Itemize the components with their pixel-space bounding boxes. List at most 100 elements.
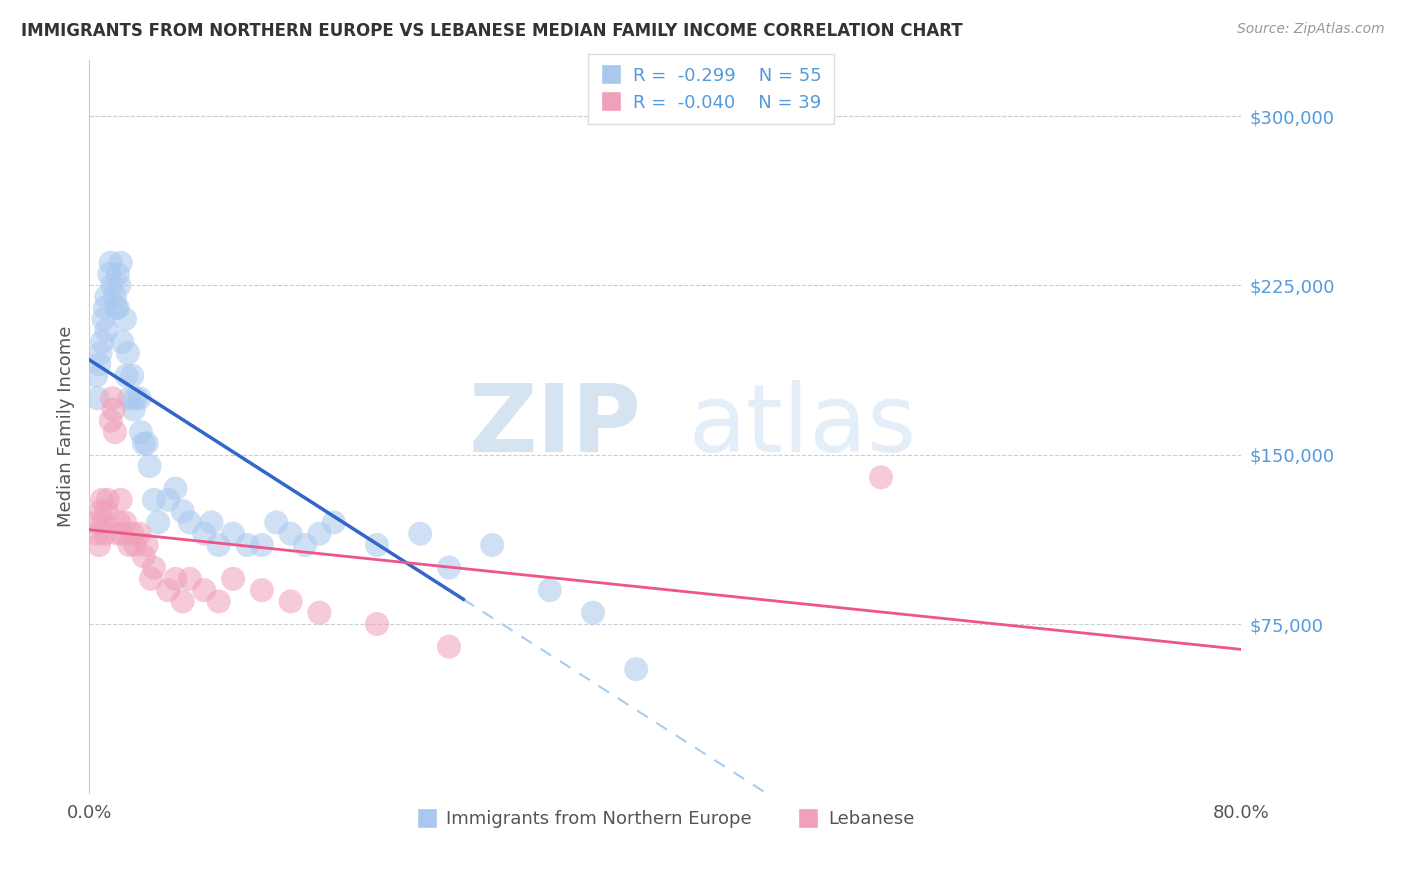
Point: [108, 278, 131, 293]
Point: [105, 301, 128, 315]
Point: [89, 538, 111, 552]
Point: [437, 560, 460, 574]
Point: [366, 617, 388, 632]
Point: [124, 391, 146, 405]
Point: [107, 267, 129, 281]
Point: [107, 526, 129, 541]
Point: [108, 516, 131, 530]
Point: [165, 482, 187, 496]
Point: [86, 526, 108, 541]
Point: [193, 526, 215, 541]
Point: [91, 334, 114, 349]
Point: [135, 538, 157, 552]
Point: [132, 549, 155, 564]
Point: [222, 572, 245, 586]
Point: [179, 572, 201, 586]
Point: [308, 526, 330, 541]
Point: [96, 324, 118, 338]
Point: [409, 526, 432, 541]
Y-axis label: Median Family Income: Median Family Income: [58, 326, 75, 527]
Text: ZIP: ZIP: [470, 381, 643, 473]
Point: [322, 516, 344, 530]
Point: [89, 358, 111, 372]
Point: [93, 312, 115, 326]
Point: [104, 425, 127, 439]
Point: [110, 492, 132, 507]
Point: [121, 368, 143, 383]
Point: [280, 526, 302, 541]
Point: [128, 391, 150, 405]
Point: [870, 470, 893, 484]
Point: [114, 516, 136, 530]
Point: [114, 312, 136, 326]
Point: [128, 526, 150, 541]
Point: [308, 606, 330, 620]
Point: [142, 492, 165, 507]
Point: [208, 538, 231, 552]
Text: atlas: atlas: [688, 381, 917, 473]
Point: [280, 594, 302, 608]
Point: [101, 391, 124, 405]
Point: [236, 538, 259, 552]
Point: [172, 504, 194, 518]
Point: [222, 526, 245, 541]
Point: [179, 516, 201, 530]
Point: [366, 538, 388, 552]
Point: [121, 526, 143, 541]
Point: [165, 572, 187, 586]
Point: [93, 516, 115, 530]
Point: [98, 267, 121, 281]
Point: [294, 538, 316, 552]
Point: [94, 526, 117, 541]
Point: [117, 346, 139, 360]
Point: [582, 606, 605, 620]
Point: [115, 368, 138, 383]
Point: [96, 504, 118, 518]
Point: [97, 492, 120, 507]
Point: [138, 458, 160, 473]
Point: [100, 256, 122, 270]
Point: [481, 538, 503, 552]
Point: [96, 290, 118, 304]
Point: [91, 492, 114, 507]
Text: Source: ZipAtlas.com: Source: ZipAtlas.com: [1237, 22, 1385, 37]
Text: IMMIGRANTS FROM NORTHERN EUROPE VS LEBANESE MEDIAN FAMILY INCOME CORRELATION CHA: IMMIGRANTS FROM NORTHERN EUROPE VS LEBAN…: [21, 22, 963, 40]
Point: [157, 492, 180, 507]
Point: [110, 256, 132, 270]
Point: [200, 516, 222, 530]
Point: [84, 368, 107, 383]
Point: [437, 640, 460, 654]
Point: [86, 391, 108, 405]
Point: [122, 402, 145, 417]
Point: [624, 662, 647, 676]
Point: [118, 391, 141, 405]
Point: [84, 516, 107, 530]
Point: [90, 504, 112, 518]
Legend: Immigrants from Northern Europe, Lebanese: Immigrants from Northern Europe, Lebanes…: [409, 803, 921, 836]
Point: [129, 425, 152, 439]
Point: [157, 583, 180, 598]
Point: [139, 572, 162, 586]
Point: [111, 334, 134, 349]
Point: [90, 346, 112, 360]
Point: [104, 290, 127, 304]
Point: [148, 516, 170, 530]
Point: [250, 538, 273, 552]
Point: [135, 436, 157, 450]
Point: [538, 583, 561, 598]
Point: [172, 594, 194, 608]
Point: [208, 594, 231, 608]
Point: [124, 538, 146, 552]
Point: [94, 301, 117, 315]
Point: [250, 583, 273, 598]
Point: [103, 402, 125, 417]
Point: [193, 583, 215, 598]
Point: [111, 526, 134, 541]
Point: [118, 538, 141, 552]
Point: [107, 301, 129, 315]
Point: [100, 414, 122, 428]
Point: [264, 516, 287, 530]
Point: [132, 436, 155, 450]
Point: [101, 278, 124, 293]
Point: [142, 560, 165, 574]
